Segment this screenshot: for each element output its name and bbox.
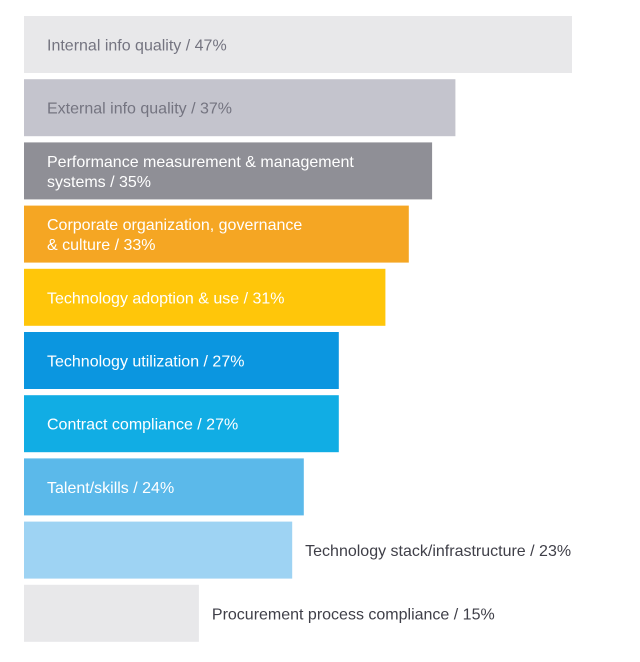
bar-label-2-line-1: systems / 35%	[47, 174, 151, 191]
bar-label-5: Technology utilization / 27%	[47, 354, 244, 371]
bar-9	[24, 584, 199, 642]
bar-label-7: Talent/skills / 24%	[47, 480, 174, 497]
bar-6	[24, 395, 339, 453]
bar-8	[24, 521, 293, 579]
bar-1	[24, 79, 456, 137]
bar-label-3-line-0: Corporate organization, governance	[47, 217, 302, 234]
bar-0	[24, 16, 572, 73]
bar-3	[24, 205, 409, 263]
bar-label-2-line-0: Performance measurement & management	[47, 154, 354, 171]
bar-7	[24, 458, 304, 516]
bar-4	[24, 268, 386, 326]
bar-label-8: Technology stack/infrastructure / 23%	[305, 543, 571, 560]
bar-label-9: Procurement process compliance / 15%	[212, 606, 495, 623]
bar-label-3-line-1: & culture / 33%	[47, 237, 156, 254]
bar-5	[24, 332, 339, 389]
bar-label-4: Technology adoption & use / 31%	[47, 290, 285, 307]
bar-2	[24, 142, 433, 200]
bar-label-0: Internal info quality / 47%	[47, 38, 227, 55]
bar-label-1: External info quality / 37%	[47, 101, 232, 118]
bar-label-6: Contract compliance / 27%	[47, 417, 238, 434]
